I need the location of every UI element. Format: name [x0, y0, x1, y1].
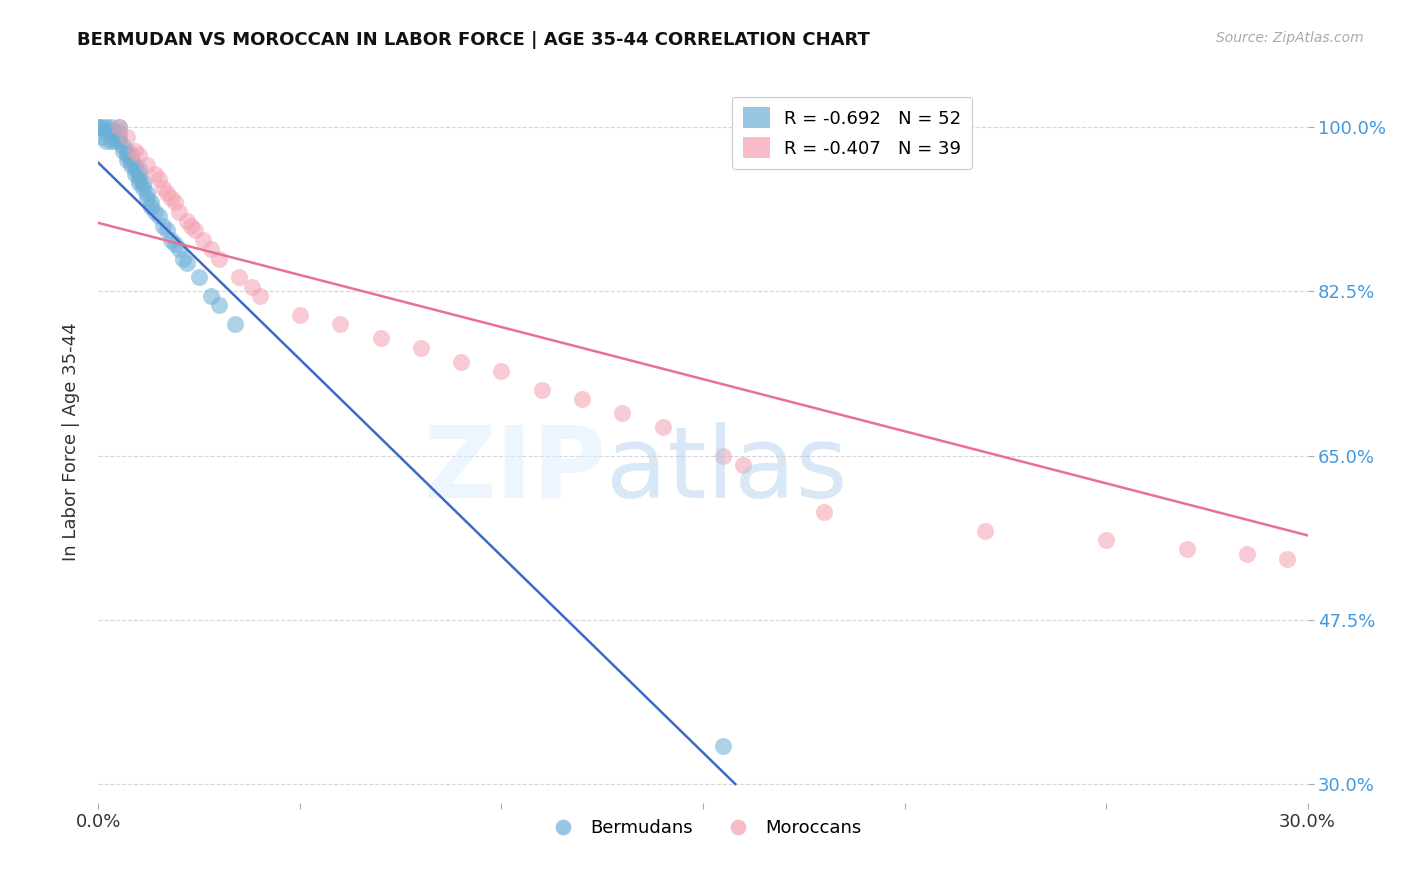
Point — [176, 214, 198, 228]
Point — [103, 134, 125, 148]
Point — [651, 420, 673, 434]
Point — [249, 289, 271, 303]
Point — [120, 158, 142, 172]
Point — [124, 167, 146, 181]
Point — [208, 252, 231, 266]
Point — [240, 279, 263, 293]
Point — [100, 120, 122, 135]
Point — [450, 355, 472, 369]
Point — [100, 134, 122, 148]
Point — [329, 318, 352, 332]
Point — [132, 181, 155, 195]
Point — [167, 242, 190, 256]
Text: atlas: atlas — [606, 422, 848, 519]
Point — [91, 120, 114, 135]
Point — [139, 200, 162, 214]
Point — [184, 223, 207, 237]
Point — [107, 129, 129, 144]
Point — [180, 219, 202, 233]
Point — [152, 219, 174, 233]
Point — [152, 181, 174, 195]
Y-axis label: In Labor Force | Age 35-44: In Labor Force | Age 35-44 — [62, 322, 80, 561]
Point — [96, 125, 118, 139]
Point — [711, 449, 734, 463]
Point — [103, 129, 125, 144]
Point — [148, 210, 170, 224]
Point — [208, 298, 231, 312]
Point — [103, 125, 125, 139]
Point — [612, 406, 634, 420]
Point — [115, 144, 138, 158]
Point — [120, 148, 142, 162]
Point — [128, 148, 150, 162]
Point — [288, 308, 311, 322]
Point — [200, 242, 222, 256]
Point — [176, 256, 198, 270]
Point — [1277, 551, 1299, 566]
Point — [370, 331, 392, 345]
Point — [135, 190, 157, 204]
Point — [163, 237, 186, 252]
Point — [711, 739, 734, 754]
Point — [135, 158, 157, 172]
Point — [813, 505, 835, 519]
Point — [224, 318, 246, 332]
Point — [124, 162, 146, 177]
Point — [111, 144, 134, 158]
Text: BERMUDAN VS MOROCCAN IN LABOR FORCE | AGE 35-44 CORRELATION CHART: BERMUDAN VS MOROCCAN IN LABOR FORCE | AG… — [77, 31, 870, 49]
Point — [87, 120, 110, 135]
Point — [1236, 547, 1258, 561]
Point — [530, 383, 553, 397]
Point — [491, 364, 513, 378]
Point — [91, 129, 114, 144]
Point — [143, 167, 166, 181]
Point — [156, 223, 179, 237]
Legend: Bermudans, Moroccans: Bermudans, Moroccans — [537, 812, 869, 845]
Point — [193, 233, 215, 247]
Point — [163, 195, 186, 210]
Point — [87, 120, 110, 135]
Point — [107, 125, 129, 139]
Point — [167, 204, 190, 219]
Point — [124, 158, 146, 172]
Point — [228, 270, 250, 285]
Point — [148, 171, 170, 186]
Point — [139, 195, 162, 210]
Point — [107, 120, 129, 135]
Point — [107, 120, 129, 135]
Point — [120, 153, 142, 167]
Point — [1095, 533, 1118, 547]
Point — [188, 270, 211, 285]
Point — [115, 129, 138, 144]
Point — [128, 167, 150, 181]
Point — [132, 177, 155, 191]
Point — [128, 171, 150, 186]
Point — [128, 162, 150, 177]
Point — [974, 524, 997, 538]
Point — [160, 190, 183, 204]
Point — [111, 139, 134, 153]
Text: ZIP: ZIP — [423, 422, 606, 519]
Point — [409, 341, 432, 355]
Point — [143, 204, 166, 219]
Point — [115, 153, 138, 167]
Point — [733, 458, 755, 472]
Point — [200, 289, 222, 303]
Point — [115, 148, 138, 162]
Point — [96, 120, 118, 135]
Point — [160, 233, 183, 247]
Point — [1175, 542, 1198, 557]
Point — [571, 392, 593, 407]
Point — [172, 252, 194, 266]
Point — [107, 134, 129, 148]
Point — [156, 186, 179, 200]
Point — [124, 144, 146, 158]
Point — [128, 177, 150, 191]
Point — [100, 125, 122, 139]
Text: Source: ZipAtlas.com: Source: ZipAtlas.com — [1216, 31, 1364, 45]
Point — [135, 186, 157, 200]
Point — [96, 134, 118, 148]
